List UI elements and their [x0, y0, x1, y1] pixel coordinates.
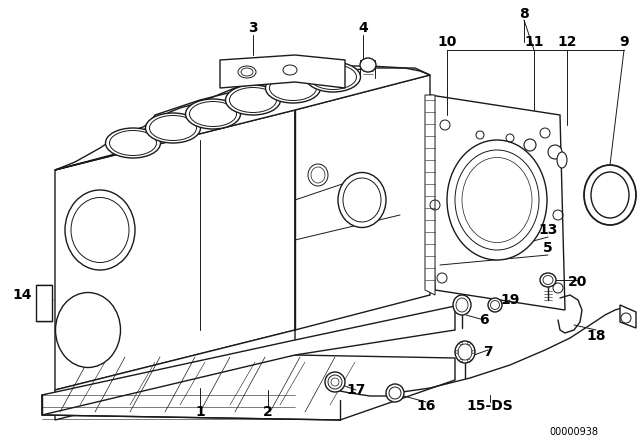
Text: 7: 7 — [483, 345, 493, 359]
Ellipse shape — [150, 116, 196, 141]
Polygon shape — [425, 95, 435, 295]
Polygon shape — [55, 68, 430, 170]
Ellipse shape — [524, 139, 536, 151]
Ellipse shape — [584, 165, 636, 225]
Polygon shape — [620, 305, 636, 328]
Ellipse shape — [338, 172, 386, 228]
Text: 10: 10 — [437, 35, 457, 49]
Ellipse shape — [540, 273, 556, 287]
Ellipse shape — [109, 130, 157, 155]
Text: 13: 13 — [538, 223, 557, 237]
Text: 00000938: 00000938 — [550, 427, 598, 437]
Ellipse shape — [453, 295, 471, 315]
Text: 15-DS: 15-DS — [467, 399, 513, 413]
Polygon shape — [55, 110, 295, 390]
Ellipse shape — [65, 190, 135, 270]
Polygon shape — [430, 95, 565, 310]
Ellipse shape — [145, 113, 200, 143]
Ellipse shape — [266, 73, 321, 103]
Polygon shape — [42, 355, 455, 420]
Ellipse shape — [283, 65, 297, 75]
Text: 2: 2 — [263, 405, 273, 419]
Text: 5: 5 — [543, 241, 553, 255]
Ellipse shape — [488, 298, 502, 312]
Ellipse shape — [557, 152, 567, 168]
Ellipse shape — [225, 85, 280, 115]
Ellipse shape — [106, 128, 161, 158]
Text: 4: 4 — [358, 21, 368, 35]
Ellipse shape — [230, 87, 276, 112]
Text: 1: 1 — [195, 405, 205, 419]
Ellipse shape — [455, 341, 475, 363]
Ellipse shape — [325, 372, 345, 392]
Text: 6: 6 — [479, 313, 489, 327]
Ellipse shape — [447, 140, 547, 260]
Text: 20: 20 — [568, 275, 588, 289]
Polygon shape — [220, 55, 345, 88]
Text: 12: 12 — [557, 35, 577, 49]
Bar — [36, 285, 52, 321]
Ellipse shape — [238, 66, 256, 78]
Text: 11: 11 — [524, 35, 544, 49]
Ellipse shape — [305, 62, 360, 92]
Ellipse shape — [186, 99, 241, 129]
Polygon shape — [295, 75, 430, 330]
Ellipse shape — [56, 293, 120, 367]
Ellipse shape — [386, 384, 404, 402]
Text: 16: 16 — [416, 399, 436, 413]
Text: 8: 8 — [519, 7, 529, 21]
Text: 18: 18 — [586, 329, 605, 343]
Polygon shape — [55, 330, 295, 420]
Text: 14: 14 — [12, 288, 32, 302]
Ellipse shape — [269, 76, 317, 100]
Ellipse shape — [310, 65, 356, 90]
Text: 19: 19 — [500, 293, 520, 307]
Polygon shape — [42, 306, 455, 415]
Text: 17: 17 — [346, 383, 365, 397]
Ellipse shape — [548, 145, 562, 159]
Text: 3: 3 — [248, 21, 258, 35]
Ellipse shape — [189, 102, 237, 126]
Text: 9: 9 — [619, 35, 629, 49]
Ellipse shape — [360, 58, 376, 72]
